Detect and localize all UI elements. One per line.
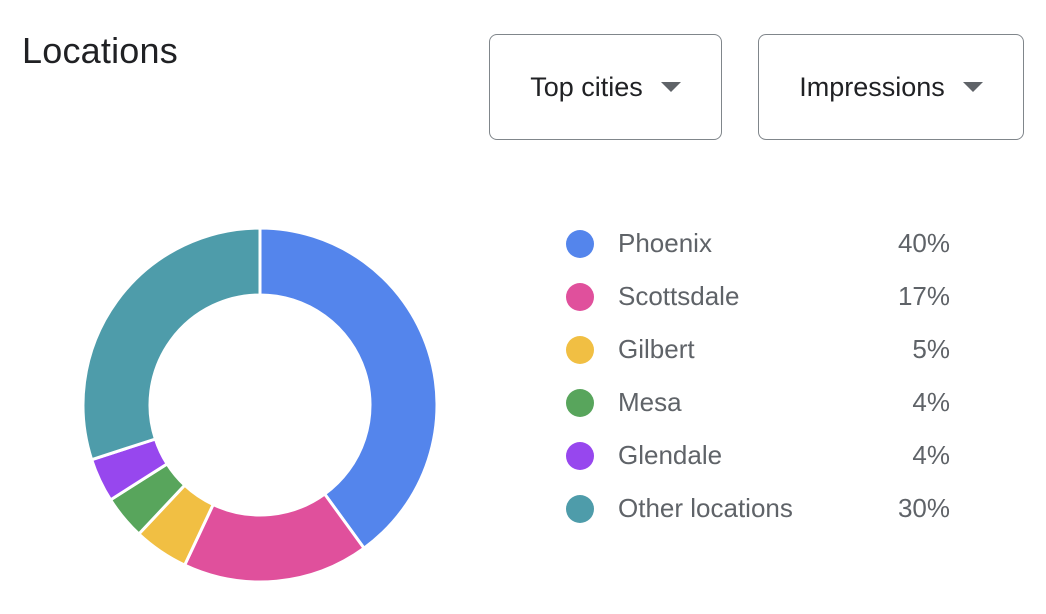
legend-value: 4% (912, 387, 950, 417)
legend-label: Glendale (618, 440, 723, 470)
legend-swatch (566, 282, 594, 311)
top-cities-dropdown-label: Top cities (530, 71, 643, 102)
donut-slice-other-locations[interactable] (81, 226, 262, 462)
legend-item: Gilbert 5% (566, 323, 956, 376)
legend-swatch (566, 494, 594, 523)
metric-dropdown[interactable]: Impressions (758, 34, 1024, 140)
legend-value: 4% (912, 440, 950, 470)
legend-item: Phoenix 40% (566, 217, 956, 270)
chevron-down-icon (962, 82, 983, 92)
legend-item: Mesa 4% (566, 376, 956, 429)
legend-swatch (566, 229, 594, 258)
legend-label: Scottsdale (618, 281, 740, 311)
top-cities-dropdown[interactable]: Top cities (489, 34, 722, 140)
donut-slice-phoenix[interactable] (258, 226, 439, 551)
metric-dropdown-label: Impressions (799, 71, 945, 102)
legend-value: 40% (897, 228, 950, 258)
page-title: Locations (22, 30, 178, 71)
chevron-down-icon (660, 82, 681, 92)
legend-item: Other locations 30% (566, 482, 956, 535)
legend-swatch (566, 441, 594, 470)
legend-label: Other locations (618, 493, 793, 523)
legend-label: Gilbert (618, 334, 695, 364)
legend-swatch (566, 335, 594, 364)
legend-swatch (566, 388, 594, 417)
legend-label: Phoenix (618, 228, 712, 258)
legend-item: Scottsdale 17% (566, 270, 956, 323)
legend-item: Glendale 4% (566, 429, 956, 482)
legend-label: Mesa (618, 387, 682, 417)
legend-value: 30% (897, 493, 950, 523)
legend-value: 17% (897, 281, 950, 311)
donut-chart (81, 226, 439, 584)
legend-value: 5% (912, 334, 950, 364)
chart-legend: Phoenix 40% Scottsdale 17% Gilbert 5% Mesa 4% Gl… (566, 217, 956, 535)
